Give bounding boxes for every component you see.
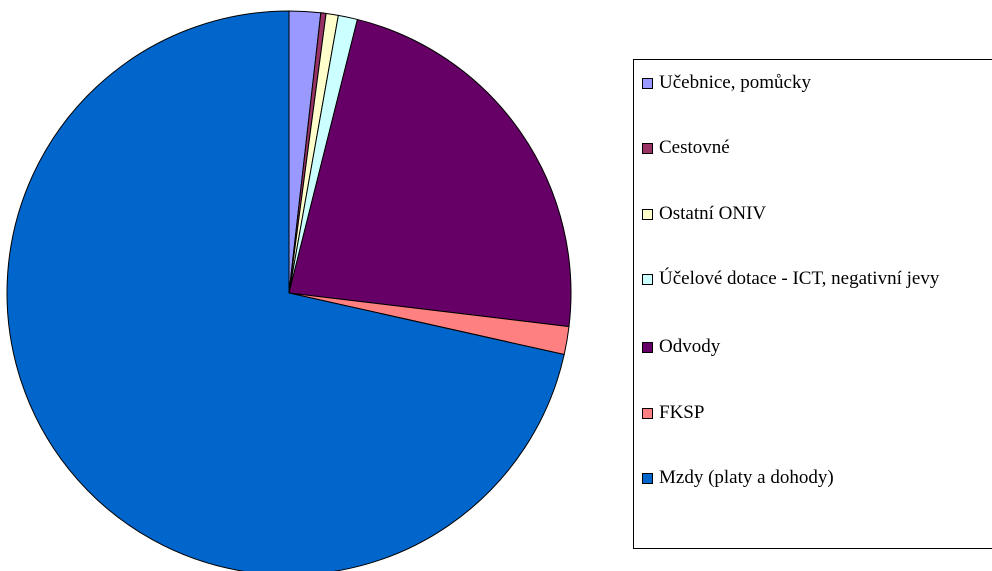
legend-swatch bbox=[642, 143, 653, 154]
legend-label: Účelové dotace - ICT, negativní jevy bbox=[659, 268, 940, 289]
legend-item: Odvody bbox=[634, 336, 969, 358]
pie-slices bbox=[6, 10, 572, 571]
legend-label: FKSP bbox=[659, 402, 705, 423]
legend-item: Ostatní ONIV bbox=[634, 203, 969, 225]
legend-label: Cestovné bbox=[659, 137, 730, 158]
legend-label: Učebnice, pomůcky bbox=[659, 72, 811, 93]
legend-swatch bbox=[642, 78, 653, 89]
pie-slice bbox=[288, 18, 572, 328]
legend-label: Mzdy (platy a dohody) bbox=[659, 467, 834, 488]
legend-swatch bbox=[642, 209, 653, 220]
legend-item: Mzdy (platy a dohody) bbox=[634, 467, 969, 489]
legend-swatch bbox=[642, 274, 653, 285]
legend-item: Učebnice, pomůcky bbox=[634, 72, 969, 94]
legend-label: Odvody bbox=[659, 336, 721, 357]
legend: Učebnice, pomůcky Cestovné Ostatní ONIV … bbox=[633, 59, 992, 549]
legend-swatch bbox=[642, 408, 653, 419]
legend-swatch bbox=[642, 473, 653, 484]
legend-label: Ostatní ONIV bbox=[659, 203, 767, 224]
legend-swatch bbox=[642, 342, 653, 353]
legend-item: Cestovné bbox=[634, 137, 969, 159]
legend-item: Účelové dotace - ICT, negativní jevy bbox=[634, 268, 969, 290]
pie-slice bbox=[6, 10, 565, 571]
legend-item: FKSP bbox=[634, 402, 969, 424]
